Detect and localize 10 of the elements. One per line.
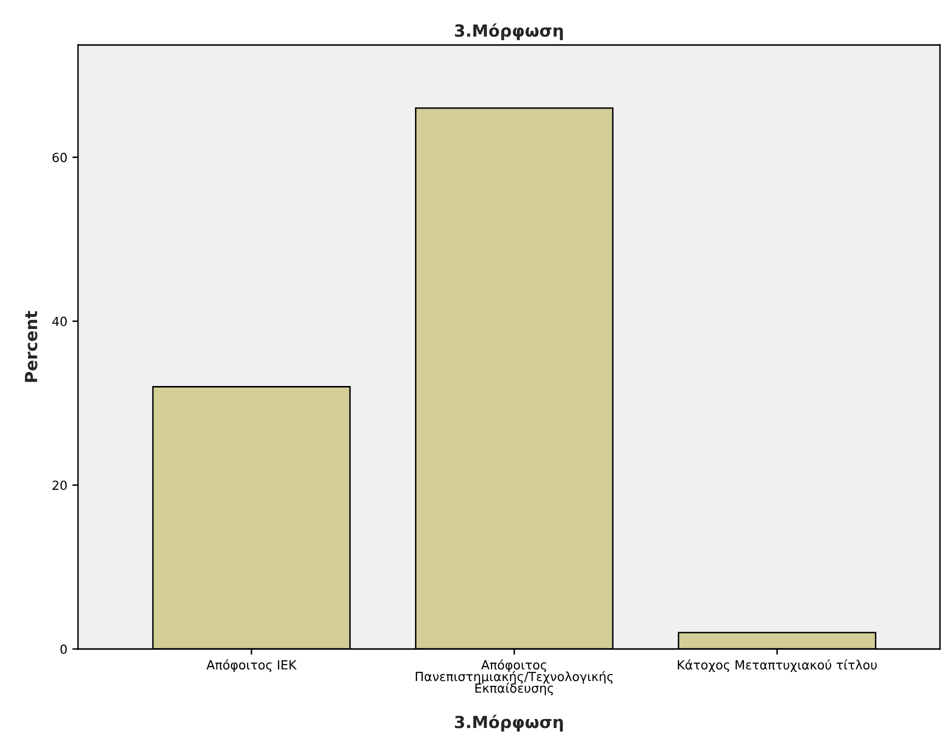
x-axis-title: 3.Μόρφωση <box>454 714 563 732</box>
y-axis-title: Percent <box>24 311 38 382</box>
y-tick-label: 40 <box>52 316 67 326</box>
x-tick-label: Απόφοιτος ΙΕΚ <box>206 659 297 672</box>
chart-title: 3.Μόρφωση <box>454 23 563 40</box>
x-tick-label: Απόφοιτος Πανεπιστημιακής/Τεχνολογικής Εκπαίδευσης <box>416 659 613 696</box>
y-tick-label: 0 <box>60 644 67 654</box>
y-tick-label: 20 <box>52 480 67 490</box>
x-tick-label: Κάτοχος Μεταπτυχιακού τίτλου <box>678 659 877 672</box>
y-tick-label: 60 <box>52 152 67 162</box>
